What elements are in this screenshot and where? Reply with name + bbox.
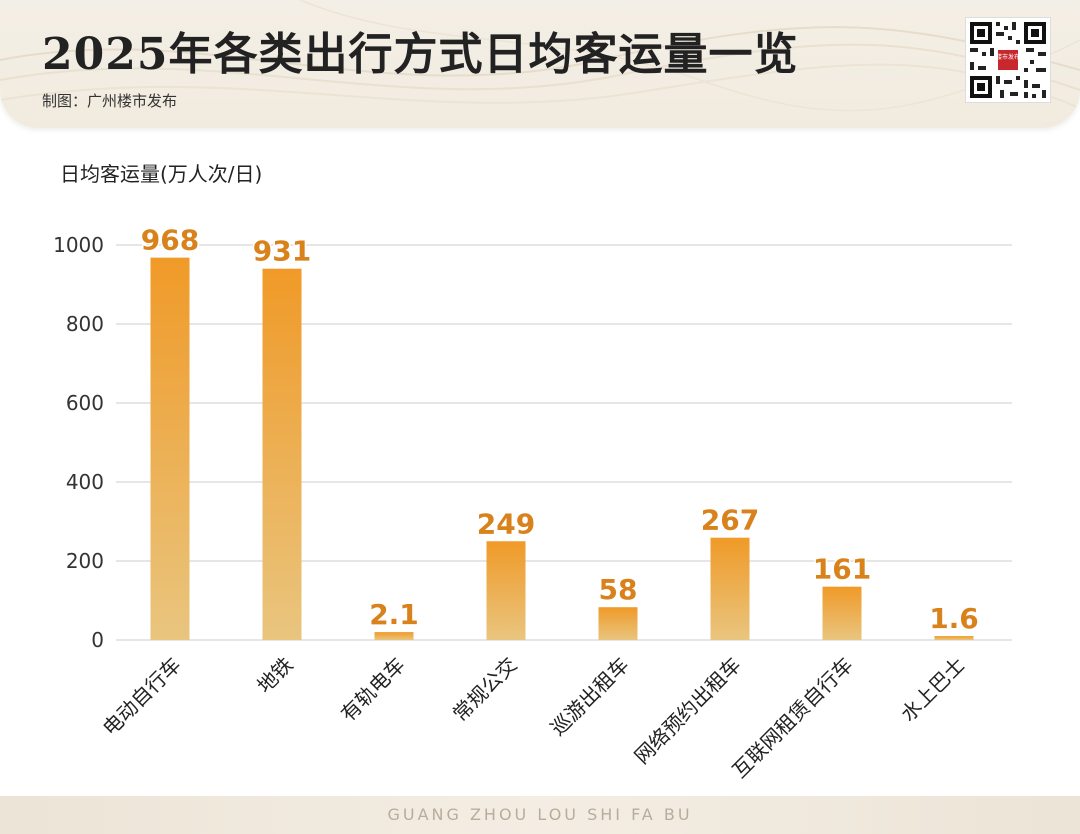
- bar-7: [934, 636, 974, 640]
- x-tick-label-3: 常规公交: [448, 653, 522, 727]
- value-label-6: 161: [813, 553, 871, 586]
- y-tick-label: 800: [66, 312, 104, 336]
- x-tick-label-7: 水上巴士: [896, 653, 970, 727]
- x-tick-label-2: 有轨电车: [336, 653, 410, 727]
- bar-chart: 0 200 400 600 800 1000 968 931 2.1 249 58 267 161 1.…: [53, 222, 1012, 783]
- value-label-1: 931: [253, 235, 311, 268]
- header-banner: 2025年各类出行方式日均客运量一览 制图：广州楼市发布 楼市发布: [0, 0, 1080, 128]
- page-title: 2025年各类出行方式日均客运量一览: [42, 29, 799, 80]
- bar-4: [598, 607, 638, 640]
- y-tick-label: 200: [66, 549, 104, 573]
- grid-lines: [116, 244, 1012, 641]
- x-tick-label-0: 电动自行车: [98, 653, 186, 741]
- value-label-3: 249: [477, 507, 535, 540]
- value-label-2: 2.1: [369, 598, 419, 631]
- y-axis-label: 日均客运量(万人次/日): [60, 162, 263, 186]
- bar-2: [374, 632, 414, 640]
- x-tick-label-4: 巡游出租车: [546, 653, 634, 741]
- qr-badge-text: 楼市发布: [996, 53, 1020, 61]
- bar-3: [486, 541, 526, 640]
- decorative-swirl-background: [0, 0, 1080, 112]
- bar-5: [710, 537, 750, 640]
- footer-text: GUANG ZHOU LOU SHI FA BU: [387, 805, 693, 824]
- y-tick-labels: 0 200 400 600 800 1000: [53, 233, 104, 652]
- x-tick-label-1: 地铁: [252, 653, 297, 698]
- qr-code-icon[interactable]: 楼市发布: [965, 17, 1051, 103]
- x-tick-label-5: 网络预约出租车: [630, 653, 746, 769]
- value-label-4: 58: [599, 573, 638, 606]
- y-tick-label: 0: [91, 628, 104, 652]
- x-tick-label-6: 互联网租赁自行车: [727, 653, 857, 783]
- footer-band: GUANG ZHOU LOU SHI FA BU: [0, 796, 1080, 834]
- y-tick-label: 400: [66, 470, 104, 494]
- y-tick-label: 600: [66, 391, 104, 415]
- value-label-5: 267: [701, 504, 759, 537]
- bar-0: [150, 257, 190, 640]
- y-tick-label: 1000: [53, 233, 104, 257]
- bar-6: [822, 586, 862, 640]
- value-label-7: 1.6: [929, 602, 979, 635]
- chart-credit: 制图：广州楼市发布: [42, 92, 178, 110]
- value-label-0: 968: [141, 224, 199, 257]
- value-labels: 968 931 2.1 249 58 267 161 1.6: [139, 222, 980, 636]
- bar-1: [262, 268, 302, 640]
- bars: [150, 257, 974, 640]
